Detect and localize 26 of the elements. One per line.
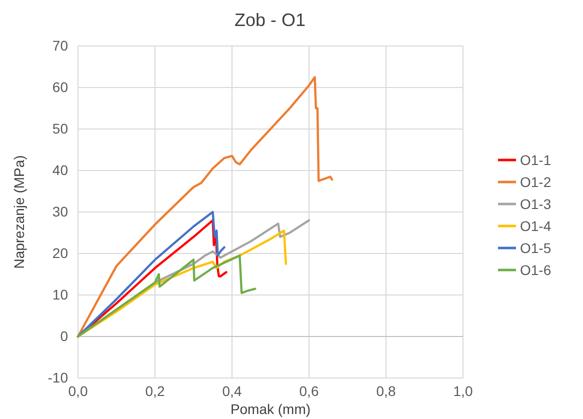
- legend-label: O1-1: [520, 152, 552, 168]
- line-series: [76, 76, 334, 338]
- x-axis-title: Pomak (mm): [230, 401, 311, 417]
- y-tick-label: 50: [52, 120, 68, 136]
- legend-label: O1-2: [520, 174, 552, 190]
- x-tick-label: 0,2: [145, 382, 165, 399]
- x-tick-label: 1,0: [453, 382, 473, 399]
- y-axis-title: Naprezanje (MPa): [11, 155, 27, 269]
- x-tick-label: 0,4: [222, 382, 242, 399]
- chart-title: Zob - O1: [234, 10, 306, 30]
- y-tick-label: -10: [48, 369, 68, 386]
- line-series: [76, 254, 256, 338]
- legend-label: O1-6: [520, 262, 552, 278]
- x-tick-label: 0,8: [376, 382, 396, 399]
- y-tick-label: 0: [60, 328, 68, 344]
- x-tick-label: 0,0: [68, 382, 88, 399]
- x-tick-label: 0,6: [299, 382, 319, 399]
- legend-label: O1-4: [520, 218, 552, 234]
- legend-label: O1-5: [520, 240, 552, 256]
- y-tick-label: 10: [52, 286, 68, 302]
- y-tick-label: 30: [52, 203, 68, 220]
- y-tick-label: 60: [52, 78, 68, 95]
- y-tick-label: 40: [52, 162, 68, 178]
- legend-label: O1-3: [520, 196, 552, 212]
- y-tick-label: 20: [52, 244, 68, 261]
- y-tick-label: 70: [52, 37, 68, 54]
